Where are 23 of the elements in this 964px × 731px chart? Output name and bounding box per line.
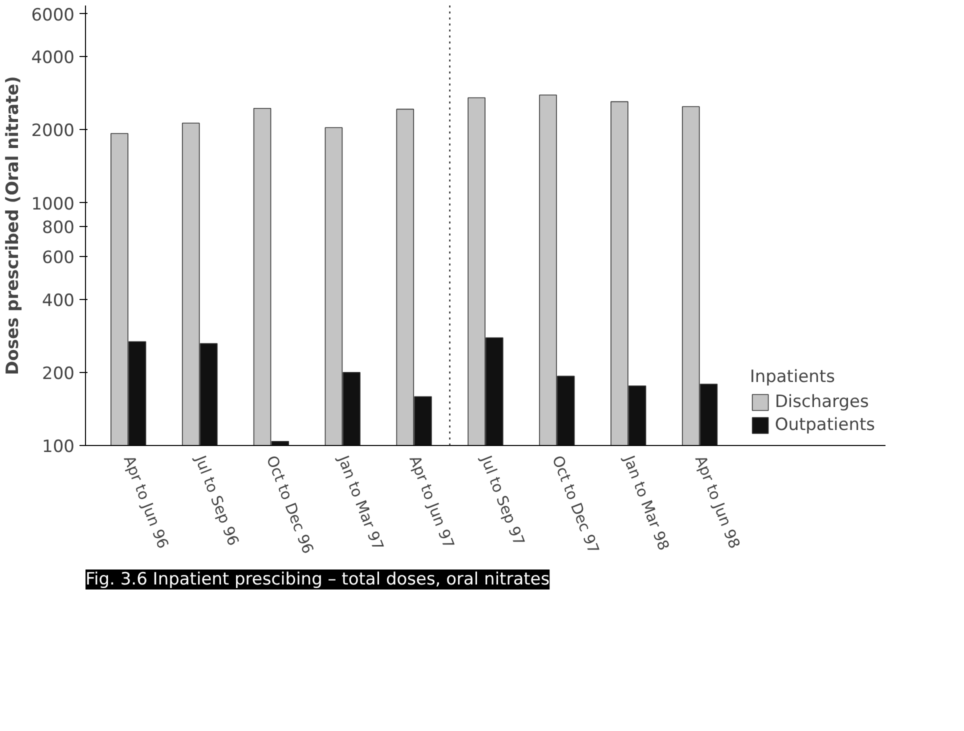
y-axis-title: Doses prescribed (Oral nitrate): [3, 76, 24, 375]
legend-label: Outpatients: [774, 415, 875, 435]
x-tick-label: Jan to Mar 97: [334, 452, 388, 553]
legend-title: Inpatients: [750, 367, 836, 387]
x-tick-label: Jan to Mar 98: [620, 452, 673, 553]
y-tick-label: 1000: [31, 194, 74, 214]
x-tick-label: Apr to Jun 98: [691, 453, 744, 551]
y-tick-label: 100: [42, 437, 75, 457]
x-tick-label: Oct to Dec 96: [262, 453, 318, 556]
x-tick-label: Oct to Dec 97: [548, 453, 603, 556]
x-tick-label: Jul to Sep 97: [476, 452, 528, 548]
y-tick-label: 200: [42, 364, 75, 384]
y-tick-label: 800: [42, 218, 75, 238]
text: Fig. 3.6 Inpatient prescibing – total doses, oral nitrates: [86, 570, 550, 590]
y-tick-label: 2000: [31, 121, 74, 142]
y-tick-label: 600: [42, 248, 75, 268]
x-tick-label: Apr to Jun 97: [406, 453, 458, 551]
x-tick-label: Jul to Sep 96: [191, 452, 243, 548]
y-tick-label: 4000: [31, 48, 74, 68]
legend-label: Discharges: [774, 392, 869, 412]
y-tick-label: 6000: [31, 5, 74, 26]
x-tick-label: Apr to Jun 96: [120, 453, 172, 551]
y-tick-label: 400: [42, 290, 75, 311]
